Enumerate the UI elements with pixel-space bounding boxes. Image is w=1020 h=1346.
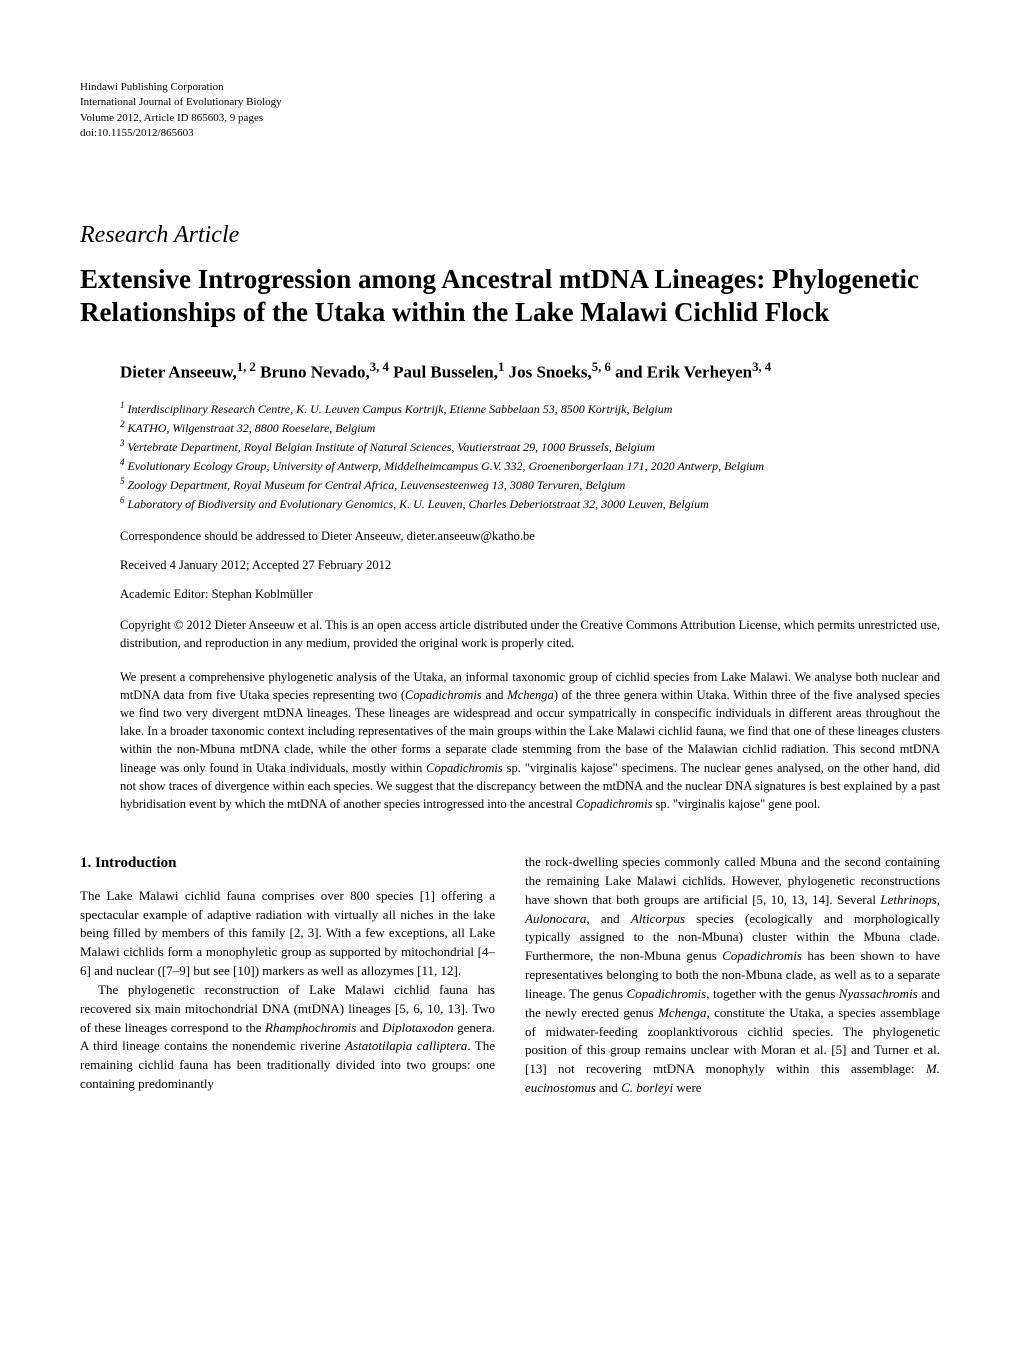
left-column: 1. Introduction The Lake Malawi cichlid … bbox=[80, 853, 495, 1098]
affiliations-block: 1 Interdisciplinary Research Centre, K. … bbox=[80, 399, 940, 513]
affiliation: 6 Laboratory of Biodiversity and Evoluti… bbox=[120, 494, 940, 513]
right-column: the rock-dwelling species commonly calle… bbox=[525, 853, 940, 1098]
article-title: Extensive Introgression among Ancestral … bbox=[80, 263, 940, 331]
body-columns: 1. Introduction The Lake Malawi cichlid … bbox=[80, 853, 940, 1098]
copyright-notice: Copyright © 2012 Dieter Anseeuw et al. T… bbox=[80, 616, 940, 652]
abstract: We present a comprehensive phylogenetic … bbox=[80, 668, 940, 813]
affiliation: 3 Vertebrate Department, Royal Belgian I… bbox=[120, 437, 940, 456]
volume-info: Volume 2012, Article ID 865603, 9 pages bbox=[80, 111, 940, 126]
body-paragraph: the rock-dwelling species commonly calle… bbox=[525, 853, 940, 1098]
affiliation: 1 Interdisciplinary Research Centre, K. … bbox=[120, 399, 940, 418]
affiliation: 5 Zoology Department, Royal Museum for C… bbox=[120, 475, 940, 494]
affiliation: 4 Evolutionary Ecology Group, University… bbox=[120, 456, 940, 475]
body-paragraph: The phylogenetic reconstruction of Lake … bbox=[80, 981, 495, 1094]
journal-name: International Journal of Evolutionary Bi… bbox=[80, 95, 940, 110]
authors-line: Dieter Anseeuw,1, 2 Bruno Nevado,3, 4 Pa… bbox=[80, 360, 940, 383]
publisher: Hindawi Publishing Corporation bbox=[80, 80, 940, 95]
section-heading-introduction: 1. Introduction bbox=[80, 853, 495, 875]
academic-editor: Academic Editor: Stephan Koblmüller bbox=[80, 587, 940, 602]
article-type: Research Article bbox=[80, 222, 940, 249]
affiliation: 2 KATHO, Wilgenstraat 32, 8800 Roeselare… bbox=[120, 418, 940, 437]
publication-header: Hindawi Publishing Corporation Internati… bbox=[80, 80, 940, 142]
dates-received-accepted: Received 4 January 2012; Accepted 27 Feb… bbox=[80, 558, 940, 573]
doi: doi:10.1155/2012/865603 bbox=[80, 126, 940, 141]
correspondence: Correspondence should be addressed to Di… bbox=[80, 529, 940, 544]
body-paragraph: The Lake Malawi cichlid fauna comprises … bbox=[80, 887, 495, 981]
